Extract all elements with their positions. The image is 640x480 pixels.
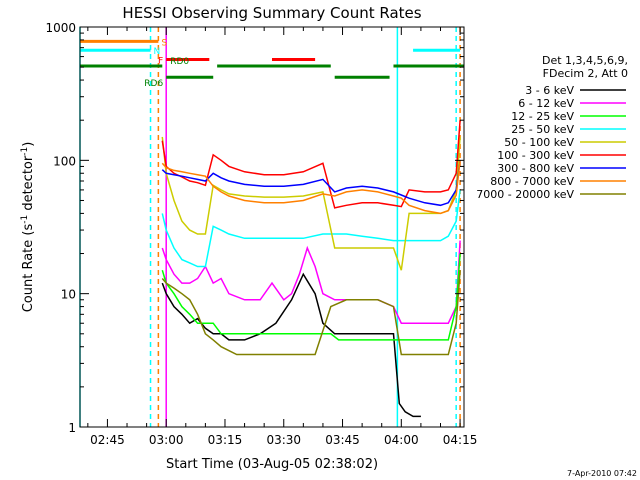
legend: Det 1,3,4,5,6,9,FDecim 2, Att 0 3 - 6 keV…	[476, 54, 628, 201]
legend-label-4: 50 - 100 keV	[504, 136, 574, 149]
series-line-7	[161, 160, 461, 215]
series-line-3	[161, 189, 461, 268]
series-lines	[161, 120, 461, 418]
flag-label-1: N	[154, 47, 161, 57]
x-tick-label-0: 02:45	[90, 433, 125, 447]
series-line-5	[161, 120, 461, 209]
x-tick-label-1: 03:00	[149, 433, 184, 447]
x-tick-label-2: 03:15	[208, 433, 243, 447]
flag-label-0: S	[161, 38, 167, 48]
legend-label-7: 800 - 7000 keV	[490, 175, 574, 188]
legend-header-0: Det 1,3,4,5,6,9,	[542, 54, 628, 67]
y-tick-label-2: 100	[53, 154, 76, 168]
footer-timestamp: 7-Apr-2010 07:42	[567, 469, 637, 478]
x-tick-label-6: 04:15	[443, 433, 478, 447]
x-axis-label: Start Time (03-Aug-05 02:38:02)	[166, 457, 378, 472]
legend-label-1: 6 - 12 keV	[518, 97, 574, 110]
legend-label-8: 7000 - 20000 keV	[476, 188, 574, 201]
legend-label-2: 12 - 25 keV	[511, 110, 574, 123]
x-tick-label-4: 03:45	[325, 433, 360, 447]
plot-frame	[79, 26, 465, 428]
legend-label-0: 3 - 6 keV	[525, 84, 574, 97]
series-line-0	[161, 272, 421, 418]
series-line-4	[161, 136, 461, 271]
axes: 02:45 03:00 03:15 03:30 03:45 04:00 04:15 1 10 10…	[45, 21, 477, 447]
flag-label-4: RD6	[144, 79, 163, 89]
flag-bars: SNF RD0 RD6	[80, 38, 464, 89]
y-tick-label-0: 1	[68, 421, 76, 435]
series-line-8	[161, 270, 461, 356]
y-tick-label-1: 10	[61, 288, 76, 302]
y-tick-label-3: 1000	[45, 21, 76, 35]
x-tick-label-3: 03:30	[266, 433, 301, 447]
series-line-2	[161, 253, 461, 341]
series-line-1	[161, 240, 461, 324]
chart-title: HESSI Observing Summary Count Rates	[122, 4, 421, 22]
series-line-6	[161, 160, 461, 207]
legend-label-3: 25 - 50 keV	[511, 123, 574, 136]
legend-label-6: 300 - 800 keV	[497, 162, 574, 175]
x-tick-label-5: 04:00	[384, 433, 419, 447]
flag-label-3: RD0	[170, 57, 189, 67]
y-axis-label: Count Rate (s-1 detector-1)	[20, 142, 36, 313]
vertical-markers	[79, 27, 461, 427]
legend-header-1: FDecim 2, Att 0	[543, 67, 628, 80]
flag-label-2: F	[158, 57, 163, 67]
legend-label-5: 100 - 300 keV	[497, 149, 574, 162]
